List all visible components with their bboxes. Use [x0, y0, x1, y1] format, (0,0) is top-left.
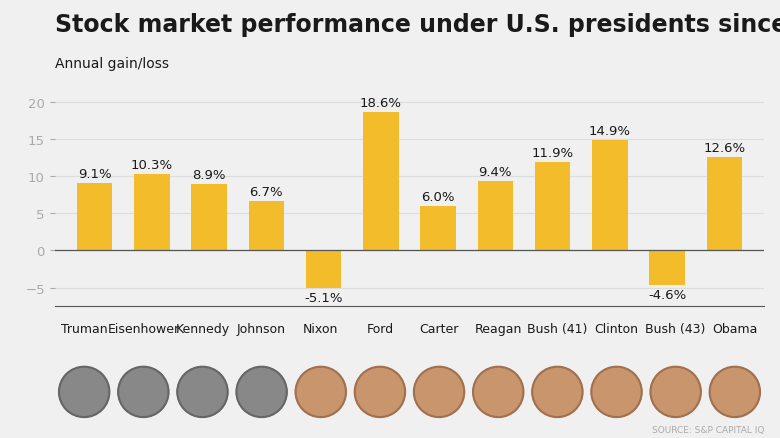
Text: Annual gain/loss: Annual gain/loss: [55, 57, 168, 71]
Bar: [707, 157, 742, 251]
Text: 14.9%: 14.9%: [589, 124, 631, 138]
Text: Reagan: Reagan: [474, 322, 522, 335]
Circle shape: [591, 367, 642, 417]
Text: Carter: Carter: [420, 322, 459, 335]
Bar: [134, 174, 170, 251]
Text: Eisenhower: Eisenhower: [108, 322, 179, 335]
Text: Nixon: Nixon: [303, 322, 339, 335]
Text: -4.6%: -4.6%: [648, 288, 686, 301]
Circle shape: [59, 367, 109, 417]
Text: Bush (41): Bush (41): [527, 322, 587, 335]
Text: Truman: Truman: [61, 322, 108, 335]
Bar: [77, 184, 112, 251]
Text: Kennedy: Kennedy: [176, 322, 229, 335]
Text: 12.6%: 12.6%: [704, 141, 746, 155]
Text: 8.9%: 8.9%: [193, 169, 226, 182]
Text: 9.1%: 9.1%: [78, 167, 112, 180]
Text: SOURCE: S&P CAPITAL IQ: SOURCE: S&P CAPITAL IQ: [652, 424, 764, 434]
Text: 11.9%: 11.9%: [531, 147, 573, 159]
Circle shape: [473, 367, 523, 417]
Text: -5.1%: -5.1%: [304, 292, 343, 305]
Circle shape: [177, 367, 228, 417]
Text: 18.6%: 18.6%: [360, 97, 402, 110]
Bar: [649, 251, 685, 285]
Bar: [477, 181, 513, 251]
Bar: [249, 201, 284, 251]
Circle shape: [296, 367, 346, 417]
Circle shape: [710, 367, 760, 417]
Circle shape: [118, 367, 168, 417]
Text: 6.0%: 6.0%: [421, 191, 455, 203]
Circle shape: [236, 367, 287, 417]
Text: Clinton: Clinton: [594, 322, 639, 335]
Text: Stock market performance under U.S. presidents since 1945: Stock market performance under U.S. pres…: [55, 13, 780, 37]
Bar: [535, 162, 570, 251]
Text: 9.4%: 9.4%: [479, 165, 512, 178]
Text: Ford: Ford: [367, 322, 393, 335]
Circle shape: [532, 367, 583, 417]
Text: Bush (43): Bush (43): [646, 322, 706, 335]
Text: Johnson: Johnson: [237, 322, 286, 335]
Bar: [306, 251, 342, 289]
Circle shape: [414, 367, 464, 417]
Circle shape: [651, 367, 701, 417]
Bar: [420, 206, 456, 251]
Text: Obama: Obama: [712, 322, 757, 335]
Bar: [191, 185, 227, 251]
Text: 10.3%: 10.3%: [131, 159, 173, 172]
Circle shape: [355, 367, 405, 417]
Bar: [363, 113, 399, 251]
Bar: [592, 140, 628, 251]
Text: 6.7%: 6.7%: [250, 185, 283, 198]
